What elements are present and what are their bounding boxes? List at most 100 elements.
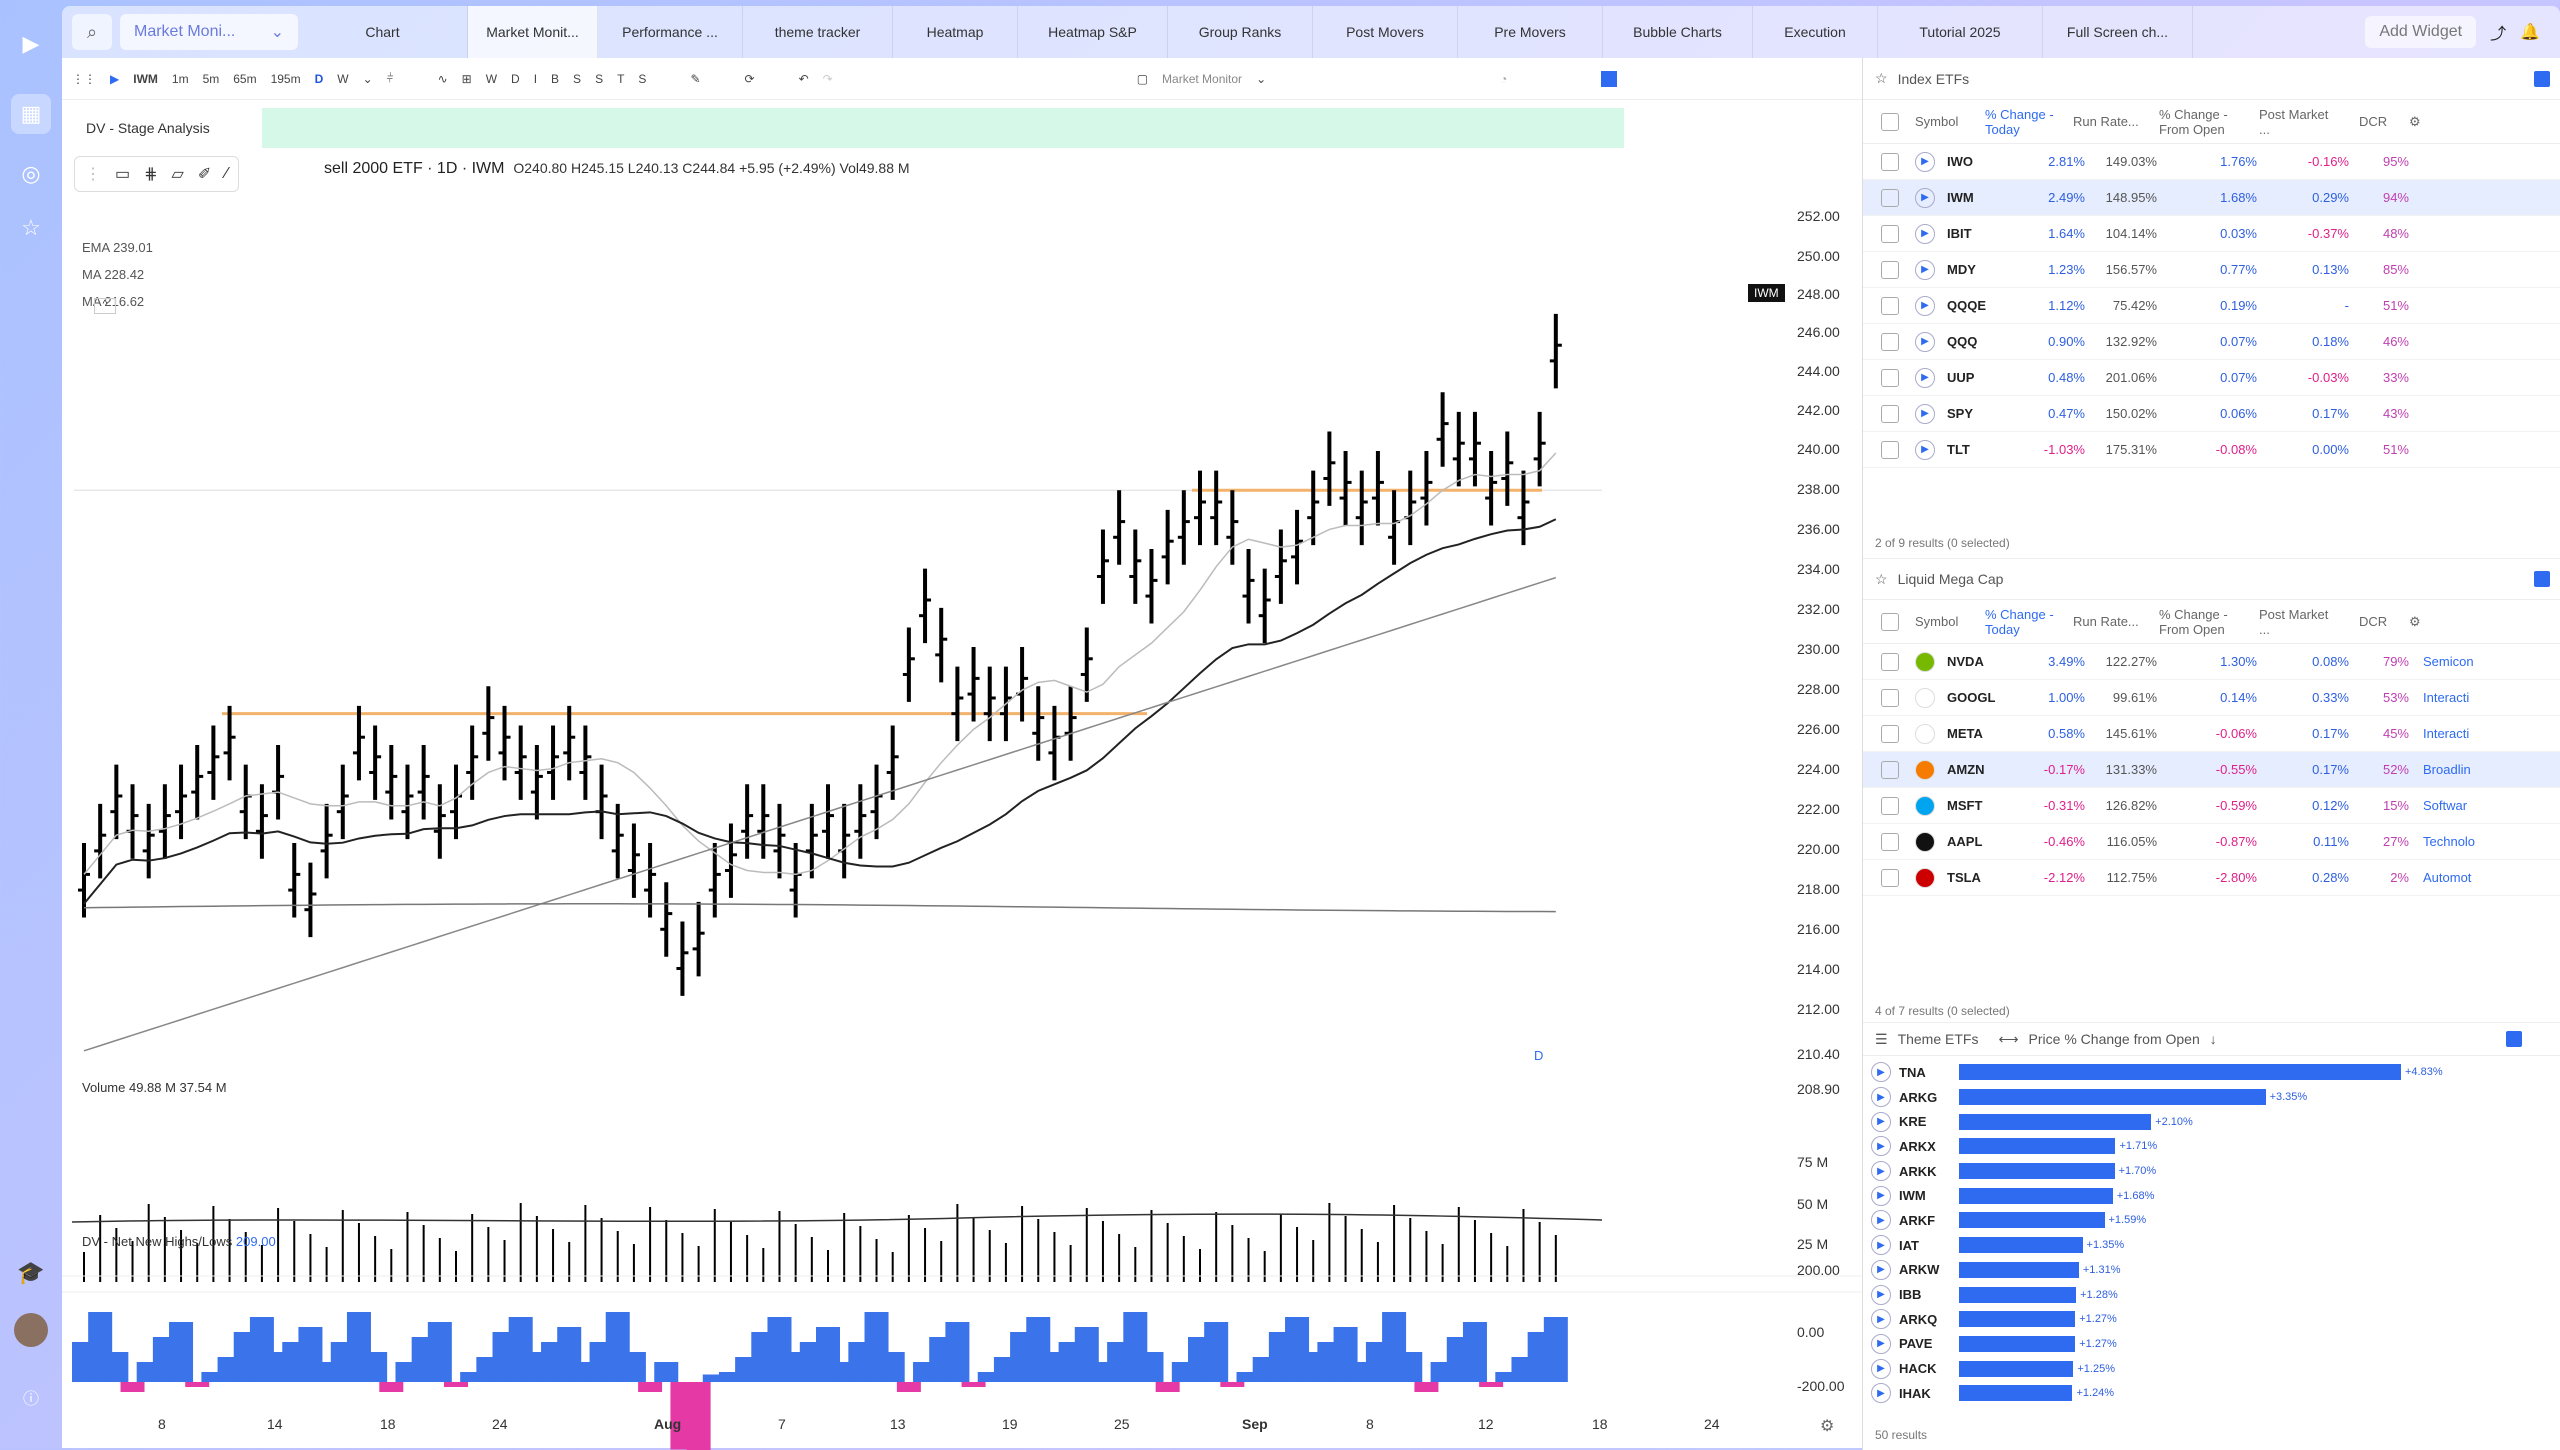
list-icon[interactable]: ☰ [1875,1030,1888,1047]
row-checkbox[interactable] [1881,224,1899,243]
add-widget-button[interactable]: Add Widget [2365,16,2477,48]
theme-bar-row[interactable]: ▶ IBB +1.28% [1863,1282,2560,1307]
theme-bar-row[interactable]: ▶ ARKK +1.70% [1863,1159,2560,1184]
drag-handle-icon[interactable]: ⋮⋮ [72,71,96,86]
theme-symbol[interactable]: ARKW [1899,1262,1940,1278]
theme-symbol[interactable]: ARKF [1899,1212,1936,1228]
redo-icon[interactable]: ↷ [822,71,833,86]
rectangle-icon[interactable]: ▭ [115,166,131,183]
play-icon[interactable]: ▶ [1871,1210,1891,1231]
theme-bar-row[interactable]: ▶ PAVE +1.27% [1863,1332,2560,1357]
tf-s1[interactable]: S [573,71,582,86]
col-change-today[interactable]: % Change - Today [1985,106,2054,137]
tab-post-movers[interactable]: Post Movers [1313,6,1458,58]
table-row[interactable]: META 0.58% 145.61% -0.06% 0.17% 45% Inte… [1863,716,2560,752]
symbol-cell[interactable]: IWM [1947,190,1974,205]
table-row[interactable]: GOOGL 1.00% 99.61% 0.14% 0.33% 53% Inter… [1863,680,2560,716]
interval-1m[interactable]: 1m [171,71,189,86]
tab-chart[interactable]: Chart [298,6,468,58]
settings-icon[interactable]: ⚙ [2409,613,2421,629]
theme-symbol[interactable]: ARKQ [1899,1311,1938,1327]
tab-full-screen[interactable]: Full Screen ch... [2043,6,2193,58]
theme-symbol[interactable]: ARKG [1899,1089,1938,1105]
price-chart[interactable] [62,148,1862,1450]
table-row[interactable]: ▶ QQQ 0.90% 132.92% 0.07% 0.18% 46% [1863,324,2560,360]
tf-s3[interactable]: S [638,71,647,86]
play-icon[interactable]: ▶ [1871,1062,1891,1083]
symbol-cell[interactable]: IBIT [1947,226,1972,241]
play-icon[interactable]: ▶ [1871,1333,1891,1354]
star-icon[interactable]: ☆ [1875,570,1888,587]
interval-195m[interactable]: 195m [270,71,301,86]
theme-bar-row[interactable]: ▶ TNA +4.83% [1863,1060,2560,1085]
market-monitor-select[interactable]: Market Moni... ⌄ [120,14,298,50]
theme-bar-row[interactable]: ▶ ARKG +3.35% [1863,1085,2560,1110]
play-icon[interactable]: ▶ [1871,1284,1891,1305]
tab-pre-movers[interactable]: Pre Movers [1458,6,1603,58]
row-checkbox[interactable] [1881,440,1899,459]
row-checkbox[interactable] [1881,832,1899,851]
col-run-rate[interactable]: Run Rate... [2073,114,2139,129]
table-row[interactable]: NVDA 3.49% 122.27% 1.30% 0.08% 79% Semic… [1863,644,2560,680]
fib-icon[interactable]: ⋕ [144,166,158,183]
blue-square-icon[interactable] [2506,1031,2522,1047]
theme-symbol[interactable]: IHAK [1899,1385,1931,1401]
tab-theme-tracker[interactable]: theme tracker [743,6,893,58]
tab-market-monitor[interactable]: Market Monit... [468,6,598,58]
search-icon[interactable]: ⌕ [72,14,112,50]
tf-b[interactable]: B [551,71,560,86]
theme-symbol[interactable]: HACK [1899,1361,1937,1377]
row-checkbox[interactable] [1881,724,1899,743]
col-symbol[interactable]: Symbol [1915,114,1959,129]
blue-square-icon[interactable] [2534,70,2550,87]
play-icon[interactable]: ▶ [1871,1259,1891,1280]
table-row[interactable]: ▶ IBIT 1.64% 104.14% 0.03% -0.37% 48% [1863,216,2560,252]
symbol-cell[interactable]: SPY [1947,406,1974,421]
drag-handle-icon[interactable]: ⋮ [85,166,101,183]
play-icon[interactable]: ▶ [1871,1111,1891,1132]
play-icon[interactable]: ▶ [1915,439,1935,460]
theme-bar-row[interactable]: ▶ ARKX +1.71% [1863,1134,2560,1159]
row-checkbox[interactable] [1881,652,1899,671]
settings-icon[interactable]: ⚙ [1820,1418,1835,1435]
theme-bar-row[interactable]: ▶ IWM +1.68% [1863,1183,2560,1208]
line-icon[interactable]: ⁄ [225,165,228,182]
theme-symbol[interactable]: IWM [1899,1188,1926,1204]
chevron-down-icon[interactable]: ⌄ [362,71,373,86]
symbol-cell[interactable]: AAPL [1947,834,1983,849]
table-row[interactable]: AAPL -0.46% 116.05% -0.87% 0.11% 27% Tec… [1863,824,2560,860]
row-checkbox[interactable] [1881,688,1899,707]
theme-symbol[interactable]: IAT [1899,1237,1919,1253]
table-row[interactable]: ▶ IWO 2.81% 149.03% 1.76% -0.16% 95% [1863,144,2560,180]
theme-symbol[interactable]: IBB [1899,1287,1922,1303]
sync-icon[interactable]: ◔ [1500,71,1508,86]
interval-5m[interactable]: 5m [202,71,220,86]
row-checkbox[interactable] [1881,296,1899,315]
symbol-cell[interactable]: NVDA [1947,654,1984,669]
settings-icon[interactable]: ⚙ [2409,113,2421,129]
table-row[interactable]: ▶ MDY 1.23% 156.57% 0.77% 0.13% 85% [1863,252,2560,288]
row-checkbox[interactable] [1881,368,1899,387]
tf-i[interactable]: I [533,71,538,86]
play-icon[interactable]: ▶ [1915,295,1935,316]
row-checkbox[interactable] [1881,260,1899,279]
symbol-label[interactable]: IWM [133,71,158,86]
play-icon[interactable]: ▶ [1871,1087,1891,1108]
logo-icon[interactable]: ▶ [22,31,40,56]
tab-performance[interactable]: Performance ... [598,6,743,58]
table-row[interactable]: ▶ QQQE 1.12% 75.42% 0.19% - 51% [1863,288,2560,324]
row-checkbox[interactable] [1881,760,1899,779]
play-icon[interactable]: ▶ [1871,1309,1891,1330]
grid-icon[interactable]: ⊞ [461,71,472,86]
table-row[interactable]: MSFT -0.31% 126.82% -0.59% 0.12% 15% Sof… [1863,788,2560,824]
sort-icon[interactable]: ⟷ [1998,1030,2019,1047]
row-checkbox[interactable] [1881,868,1899,887]
theme-bar-row[interactable]: ▶ IAT +1.35% [1863,1233,2560,1258]
col-run-rate[interactable]: Run Rate... [2073,614,2139,629]
chevron-down-icon[interactable]: ↓ [2209,1031,2217,1047]
theme-bar-row[interactable]: ▶ ARKF +1.59% [1863,1208,2560,1233]
blue-square-icon[interactable] [1601,70,1618,87]
symbol-cell[interactable]: AMZN [1947,762,1985,777]
symbol-cell[interactable]: MDY [1947,262,1976,277]
theme-bar-row[interactable]: ▶ HACK +1.25% [1863,1356,2560,1381]
